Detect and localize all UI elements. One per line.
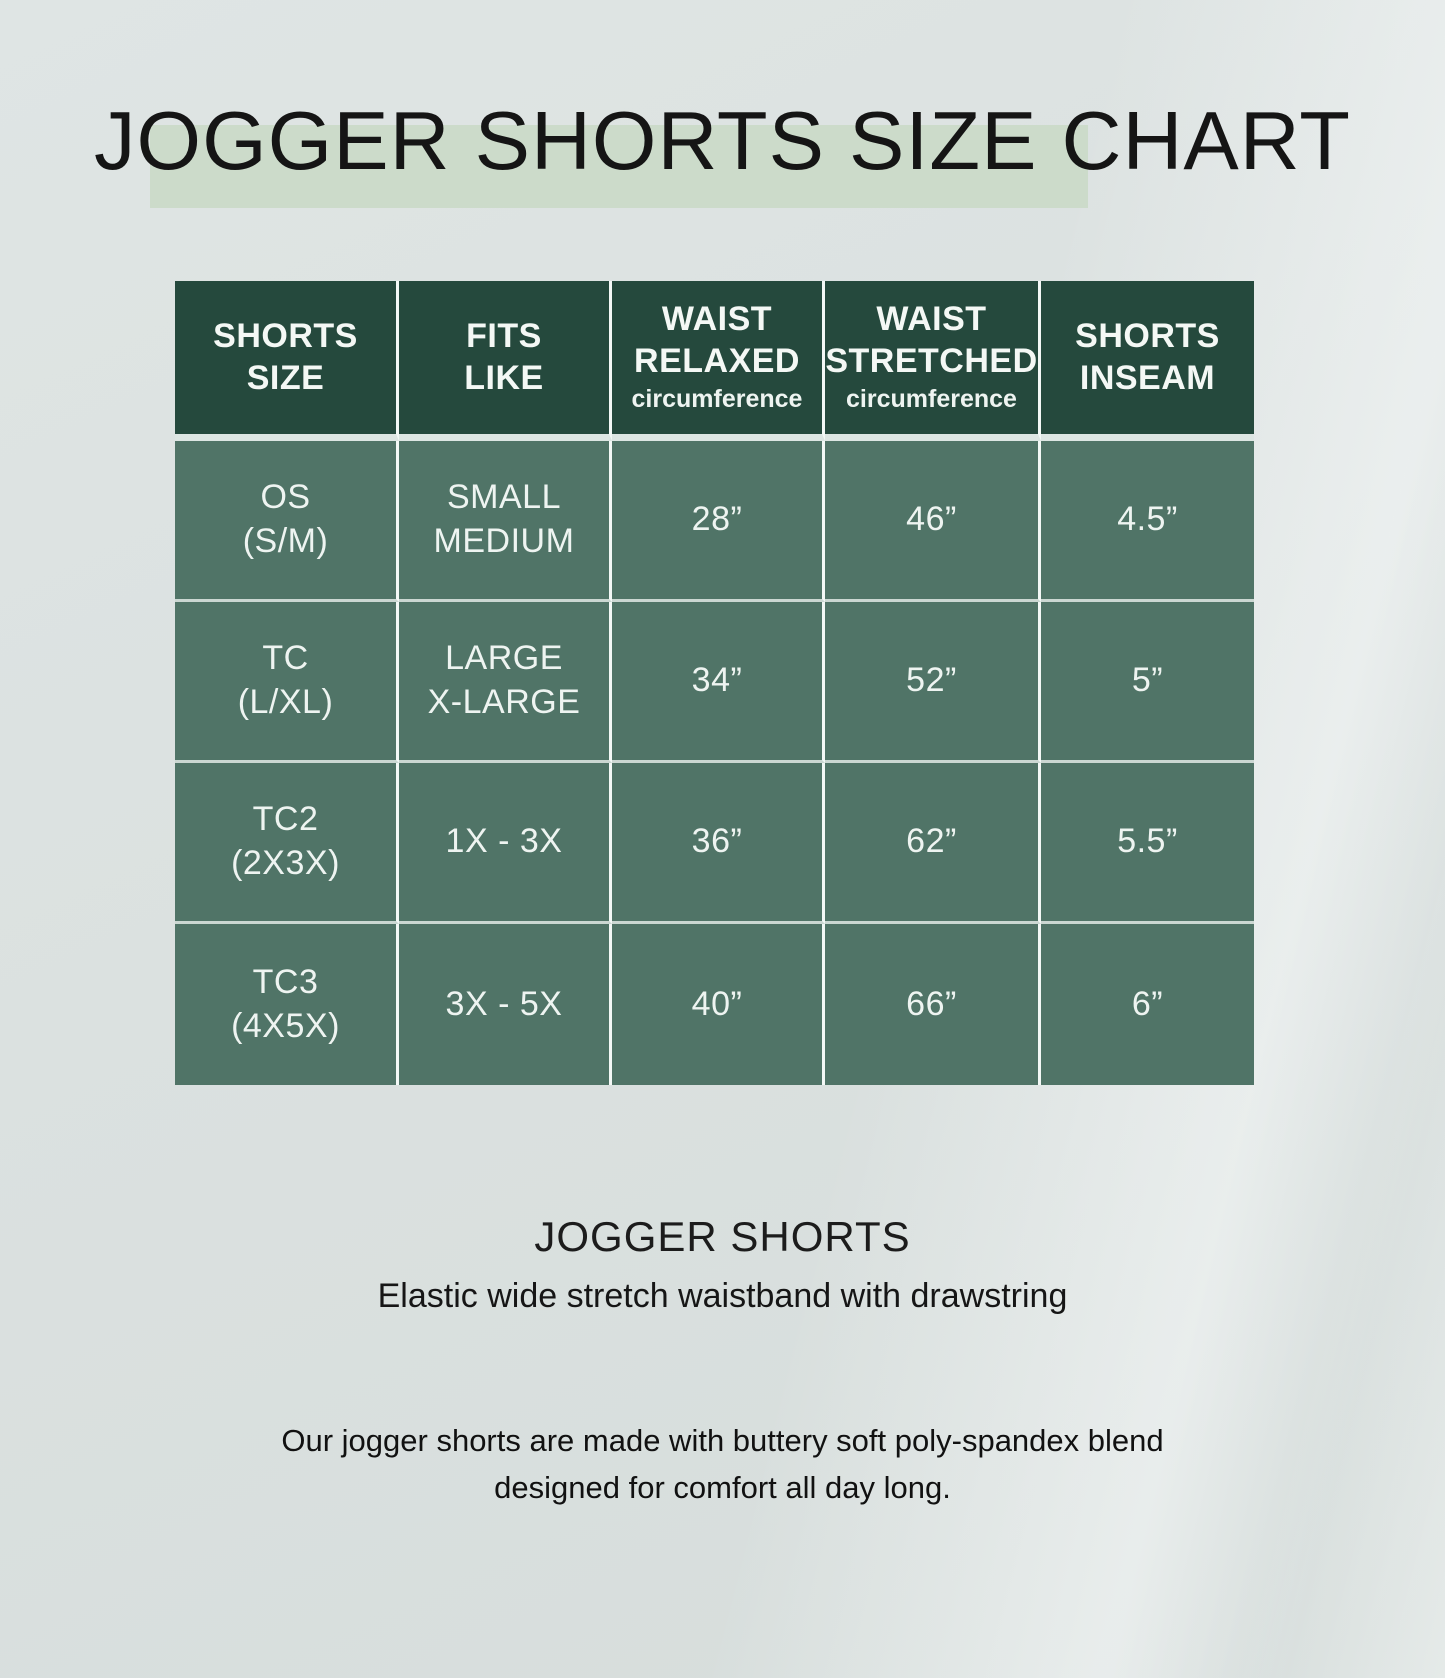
product-description-line-2: designed for comfort all day long. xyxy=(494,1469,951,1505)
table-cell: 6” xyxy=(1041,924,1254,1085)
header-cell-line: FITS xyxy=(466,317,542,356)
table-cell-line: LARGE xyxy=(445,639,563,678)
table-cell: 62” xyxy=(825,763,1041,924)
product-description: Our jogger shorts are made with buttery … xyxy=(0,1418,1445,1511)
table-cell-line: 62” xyxy=(906,822,957,861)
table-cell-line: (L/XL) xyxy=(237,683,334,721)
table-cell-line: (S/M) xyxy=(242,522,329,560)
table-cell: 66” xyxy=(825,924,1041,1085)
table-cell-line: 34” xyxy=(691,661,743,700)
table-cell: 36” xyxy=(612,763,825,924)
header-cell-line: WAIST xyxy=(661,300,773,339)
table-cell: 3X - 5X xyxy=(399,924,612,1085)
product-heading: JOGGER SHORTS xyxy=(534,1213,911,1260)
table-cell: 46” xyxy=(825,441,1041,602)
table-cell: 5” xyxy=(1041,602,1254,763)
table-cell-line: MEDIUM xyxy=(433,522,575,560)
table-cell-line: X-LARGE xyxy=(427,683,581,721)
table-cell-line: 6” xyxy=(1131,984,1164,1023)
table-cell: 5.5” xyxy=(1041,763,1254,924)
table-cell: TC2 (2X3X) xyxy=(175,763,399,924)
product-description-line-1: Our jogger shorts are made with buttery … xyxy=(281,1423,1164,1458)
table-cell-line: (4X5X) xyxy=(231,1006,340,1045)
table-cell: LARGE X-LARGE xyxy=(399,602,612,763)
table-row: OS (S/M) SMALL MEDIUM 28” 46” 4.5” xyxy=(175,441,1254,602)
table-cell-line: 28” xyxy=(691,500,743,539)
size-chart-table-body: OS (S/M) SMALL MEDIUM 28” 46” 4.5” TC (L/XL) LARG… xyxy=(175,441,1254,1085)
table-row: TC3 (4X5X) 3X - 5X 40” 66” 6” xyxy=(175,924,1254,1085)
table-cell-line: 40” xyxy=(691,984,743,1023)
table-cell-line: TC3 xyxy=(252,962,319,1001)
product-subheading: Elastic wide stretch waistband with draw… xyxy=(377,1277,1068,1315)
table-row: TC (L/XL) LARGE X-LARGE 34” 52” 5” xyxy=(175,602,1254,763)
header-cell-line: SHORTS xyxy=(1075,317,1220,356)
table-row: TC2 (2X3X) 1X - 3X 36” 62” 5.5” xyxy=(175,763,1254,924)
table-cell-line: OS xyxy=(260,478,311,517)
table-cell: 40” xyxy=(612,924,825,1085)
table-cell: TC (L/XL) xyxy=(175,602,399,763)
table-cell: 1X - 3X xyxy=(399,763,612,924)
table-cell: 28” xyxy=(612,441,825,602)
table-cell: 52” xyxy=(825,602,1041,763)
table-cell-line: 52” xyxy=(906,661,957,700)
table-cell-line: TC2 xyxy=(252,800,319,839)
header-row: SHORTS SIZE FITS LIKE WAIST RELAXED circumfere… xyxy=(175,281,1254,441)
table-cell: 34” xyxy=(612,602,825,763)
size-chart-table: SHORTS SIZE FITS LIKE WAIST RELAXED circumfere… xyxy=(175,281,1254,1085)
table-cell-line: 1X - 3X xyxy=(445,822,563,861)
header-cell: FITS LIKE xyxy=(399,281,612,441)
table-cell-line: 5” xyxy=(1131,661,1164,700)
table-cell: 4.5” xyxy=(1041,441,1254,602)
header-cell: SHORTS SIZE xyxy=(175,281,399,441)
table-cell-line: 5.5” xyxy=(1117,822,1178,861)
header-cell-line: SIZE xyxy=(246,358,325,397)
header-cell-line: INSEAM xyxy=(1079,358,1216,397)
table-cell-line: 46” xyxy=(906,500,957,539)
header-cell-line: STRETCHED xyxy=(825,341,1038,380)
table-cell-line: TC xyxy=(262,639,309,678)
table-cell: TC3 (4X5X) xyxy=(175,924,399,1085)
header-cell: WAIST RELAXED circumference xyxy=(612,281,825,441)
table-cell-line: 4.5” xyxy=(1117,500,1178,539)
header-cell-subline: circumference xyxy=(631,385,803,414)
table-cell: OS (S/M) xyxy=(175,441,399,602)
title-highlight-bar xyxy=(150,125,1088,208)
page-title: JOGGER SHORTS SIZE CHART xyxy=(94,94,1351,187)
table-cell: SMALL MEDIUM xyxy=(399,441,612,602)
header-cell-line: SHORTS xyxy=(213,317,358,356)
table-cell-line: 3X - 5X xyxy=(445,984,563,1023)
header-cell-line: RELAXED xyxy=(634,341,800,380)
table-cell-line: 66” xyxy=(906,984,957,1023)
header-cell: SHORTS INSEAM xyxy=(1041,281,1254,441)
header-cell-subline: circumference xyxy=(846,385,1017,414)
table-cell-line: 36” xyxy=(691,822,743,861)
header-cell-line: WAIST xyxy=(876,300,987,339)
size-chart-table-header: SHORTS SIZE FITS LIKE WAIST RELAXED circumfere… xyxy=(175,281,1254,441)
header-cell: WAIST STRETCHED circumference xyxy=(825,281,1041,441)
header-cell-line: LIKE xyxy=(464,358,544,397)
table-cell-line: (2X3X) xyxy=(231,844,340,882)
table-cell-line: SMALL xyxy=(447,478,561,517)
